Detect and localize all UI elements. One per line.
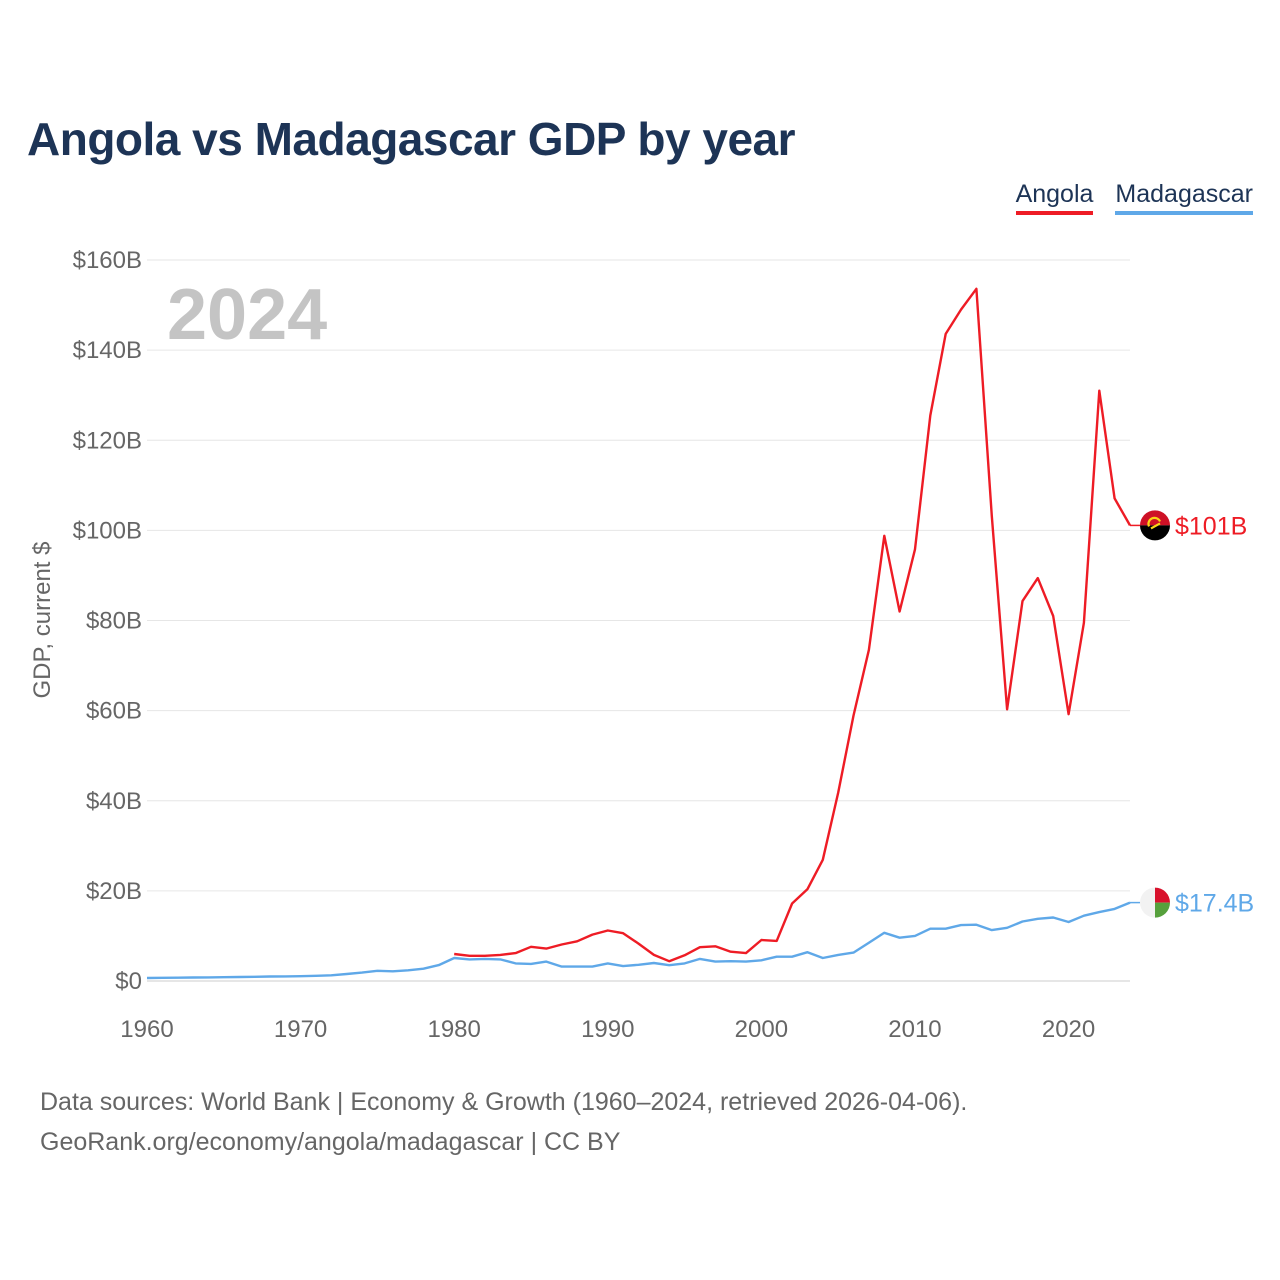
year-watermark: 2024 [167,275,327,355]
madagascar-flag-icon [1140,887,1171,918]
source-line-2: GeoRank.org/economy/angola/madagascar | … [40,1128,621,1156]
y-tick-label: $120B [73,427,142,454]
end-label-angola: $101B [1175,512,1247,540]
end-markers: $101B $17.4B [1130,510,1254,918]
x-tick-label: 2010 [888,1016,941,1043]
series-lines [146,287,1132,980]
y-tick-label: $100B [73,517,142,544]
y-axis-ticks: $0 $20B $40B $60B $80B $100B $120B $140B $160B [73,247,142,995]
y-tick-label: $160B [73,247,142,274]
y-tick-label: $40B [86,788,142,815]
x-tick-label: 2000 [735,1016,788,1043]
y-tick-label: $80B [86,608,142,635]
legend-item-madagascar[interactable]: Madagascar [1115,180,1253,215]
y-tick-label: $60B [86,698,142,725]
legend-item-angola[interactable]: Angola [1015,180,1094,215]
source-note: Data sources: World Bank | Economy & Gro… [40,1082,967,1162]
x-tick-label: 2020 [1042,1016,1095,1043]
x-axis-ticks: 1960 1970 1980 1990 2000 2010 2020 [120,1016,1095,1043]
x-tick-label: 1980 [427,1016,480,1043]
legend: Angola Madagascar [1015,180,1253,215]
angola-flag-icon [1140,510,1170,541]
y-tick-label: $0 [115,968,142,995]
y-axis-label: GDP, current $ [29,542,56,699]
chart-title: Angola vs Madagascar GDP by year [27,113,796,165]
x-tick-label: 1970 [274,1016,327,1043]
y-tick-label: $20B [86,878,142,905]
line-chart: $0 $20B $40B $60B $80B $100B $120B $140B $160B 1… [29,247,1254,1043]
x-tick-label: 1960 [120,1016,173,1043]
series-line-angola[interactable] [454,287,1132,963]
gridlines [147,259,1130,982]
source-line-1: Data sources: World Bank | Economy & Gro… [40,1088,968,1116]
x-tick-label: 1990 [581,1016,634,1043]
end-label-madagascar: $17.4B [1175,890,1254,918]
y-tick-label: $140B [73,337,142,364]
series-line-madagascar[interactable] [146,901,1131,980]
